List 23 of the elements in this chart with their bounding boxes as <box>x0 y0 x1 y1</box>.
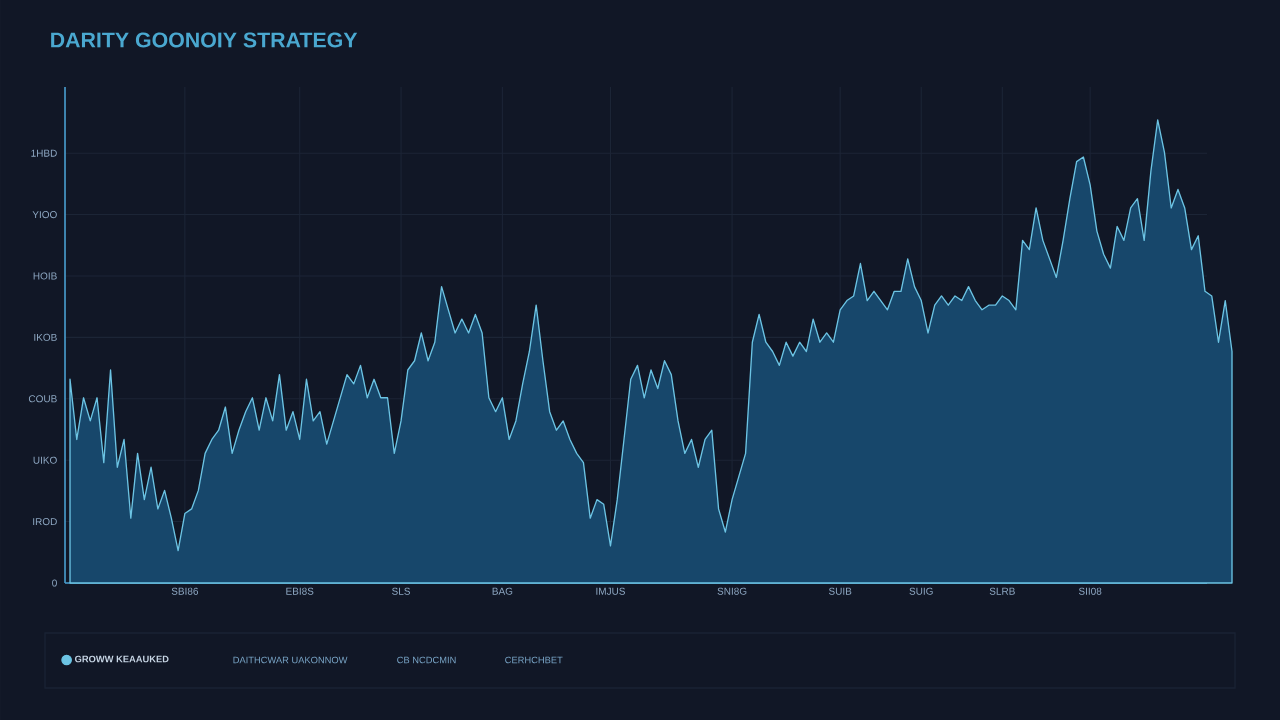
text: IKOB <box>34 333 57 341</box>
text: CERHCHBET <box>505 656 563 664</box>
x-tick-label: SBI86 <box>171 587 199 595</box>
x-tick-label: SUIG <box>909 587 933 595</box>
text: YIOO <box>32 211 57 219</box>
text: UIKO <box>33 456 57 464</box>
x-tick-label: BAG <box>492 587 513 595</box>
text: GROWW KEAAUKED <box>74 655 169 663</box>
x-tick-label: SNI8G <box>717 587 747 595</box>
text: CB NCDCMIN <box>397 656 456 664</box>
x-tick-label: SLS <box>392 587 411 595</box>
x-tick-label: SLRB <box>989 587 1015 595</box>
text: IROD <box>33 518 57 526</box>
text: COUB <box>28 395 57 403</box>
x-tick-label: SII08 <box>1078 587 1102 595</box>
text: 0 <box>52 579 57 587</box>
text: DAITHCWAR UAKONNOW <box>233 656 348 664</box>
x-tick-label: SUIB <box>828 587 852 595</box>
text: HOIB <box>33 272 57 280</box>
x-tick-label: IMJUS <box>596 587 626 595</box>
chart-title: DARITY GOONOIY STRATEGY <box>51 32 358 48</box>
x-tick-label: EBI8S <box>286 587 314 595</box>
text: 1HBD <box>31 149 57 157</box>
